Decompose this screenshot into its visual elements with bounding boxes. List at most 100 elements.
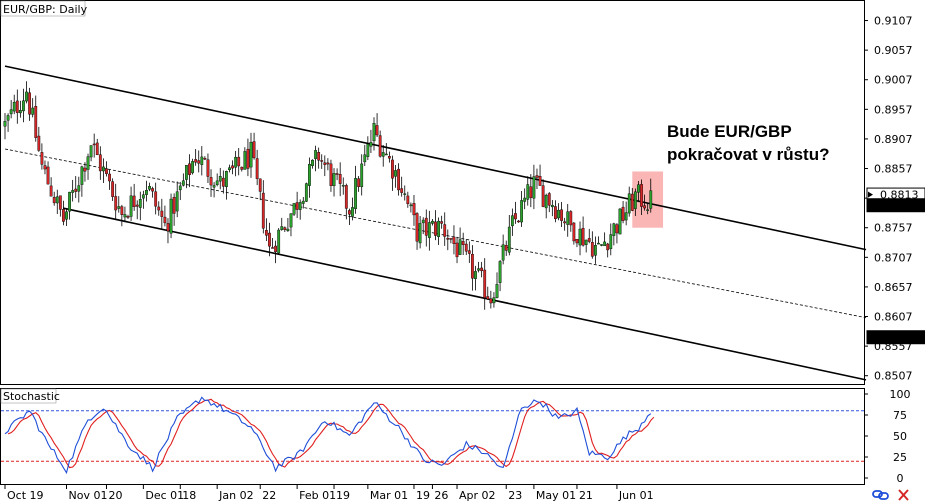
channel-middle-line: [4, 148, 867, 319]
candle: [357, 175, 361, 192]
candle: [191, 158, 194, 175]
candle: [329, 159, 333, 192]
candle-body: [280, 226, 284, 230]
candle-body: [606, 243, 610, 251]
candle: [569, 210, 573, 232]
candle-body: [255, 158, 259, 179]
candle-body: [314, 150, 317, 159]
candle: [621, 200, 625, 224]
link-icon[interactable]: [872, 490, 889, 500]
candle-body: [111, 181, 115, 197]
candle-body: [55, 196, 59, 204]
candle-body: [18, 110, 22, 114]
price-tick-label: 0.8657: [874, 281, 913, 294]
candle-body: [354, 178, 357, 209]
candle: [437, 217, 440, 246]
candle: [308, 157, 311, 198]
candle: [643, 194, 647, 211]
stochastic-tick-label: 25: [893, 451, 907, 464]
candle: [145, 180, 148, 202]
price-panel: [0, 0, 865, 385]
candle-body: [597, 242, 600, 245]
candle: [421, 217, 425, 235]
candle-body: [357, 178, 361, 187]
time-tick-label: 19: [416, 489, 430, 502]
close-icon[interactable]: [898, 489, 909, 501]
candle-body: [295, 202, 299, 210]
candle-body: [28, 92, 31, 115]
candle: [603, 232, 607, 247]
candle: [234, 150, 238, 177]
candle-body: [9, 109, 13, 115]
candle: [224, 170, 228, 200]
candle-body: [431, 220, 434, 224]
candle-body: [311, 159, 314, 166]
time-tick-label: 23: [508, 489, 522, 502]
candle: [332, 168, 336, 197]
candle-body: [372, 123, 376, 142]
candle: [467, 241, 471, 263]
candle: [560, 201, 563, 228]
candle: [547, 192, 551, 213]
candle: [271, 238, 274, 249]
candle: [203, 156, 207, 161]
candle: [188, 154, 191, 188]
candle: [105, 161, 108, 177]
candle-body: [510, 215, 514, 227]
candle-body: [274, 245, 277, 253]
candle: [563, 217, 567, 231]
candle: [424, 209, 428, 247]
symbol-label-box: [0, 0, 86, 17]
candle-body: [308, 164, 311, 186]
candle: [65, 209, 68, 227]
candle-body: [560, 209, 563, 221]
candle: [427, 210, 431, 251]
candle: [526, 176, 530, 206]
candle: [111, 178, 115, 201]
candle: [31, 98, 35, 118]
candle: [609, 223, 613, 256]
candle: [304, 182, 308, 203]
price-label: 0.8572: [880, 331, 919, 344]
time-tick-label: 19: [336, 489, 350, 502]
time-tick-label: Nov 01: [69, 489, 108, 502]
candle: [480, 261, 484, 278]
candle-body: [649, 190, 653, 209]
candle: [77, 176, 81, 203]
candle: [169, 193, 173, 239]
candle: [261, 180, 265, 234]
candle: [3, 112, 7, 140]
candle-body: [633, 191, 637, 209]
candle: [15, 89, 19, 124]
candle: [344, 183, 348, 220]
candle-body: [194, 159, 198, 163]
highlight-zone: [632, 171, 664, 228]
candle-body: [575, 238, 579, 244]
candle-body: [304, 183, 308, 202]
callout-line-2: pokračovat v růstu?: [667, 145, 830, 164]
candle: [529, 174, 533, 208]
candle-body: [578, 228, 582, 246]
candle-body: [218, 176, 222, 182]
candle-body: [507, 226, 511, 253]
candle-body: [514, 213, 517, 220]
candle-body: [138, 199, 142, 208]
candle: [597, 236, 600, 245]
candle-body: [495, 284, 499, 298]
candle: [317, 147, 321, 169]
candle: [55, 189, 59, 215]
candle-body: [240, 166, 244, 170]
candle-body: [391, 159, 394, 179]
candle: [584, 239, 588, 253]
candle-body: [49, 185, 53, 197]
candle: [175, 181, 179, 218]
price-label: 0.8795: [880, 199, 919, 212]
candle-body: [529, 186, 533, 198]
candle: [166, 218, 170, 244]
candle-body: [554, 206, 557, 220]
candle-body: [594, 245, 597, 256]
candle-body: [412, 203, 416, 216]
price-tick-label: 0.8757: [874, 222, 913, 235]
candle-body: [120, 206, 124, 215]
